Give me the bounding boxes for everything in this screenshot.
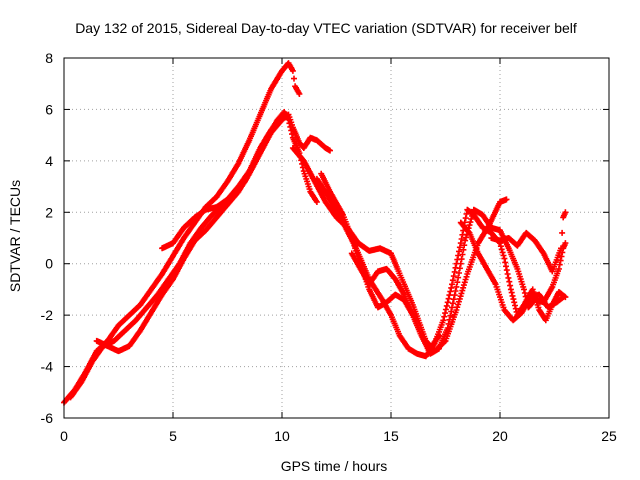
x-tick-label: 0 bbox=[60, 428, 68, 444]
y-tick-label: 4 bbox=[45, 153, 53, 169]
x-tick-label: 10 bbox=[274, 428, 290, 444]
y-tick-label: 6 bbox=[45, 101, 53, 117]
y-tick-label: 8 bbox=[45, 50, 53, 66]
series-arc-7 bbox=[313, 175, 569, 360]
x-tick-label: 25 bbox=[601, 428, 617, 444]
series-arc-4 bbox=[159, 116, 285, 252]
series-arc-8 bbox=[348, 250, 442, 352]
plot-frame bbox=[63, 57, 610, 419]
y-tick-label: 0 bbox=[45, 256, 53, 272]
y-tick-label: -4 bbox=[41, 359, 54, 375]
x-tick-label: 5 bbox=[169, 428, 177, 444]
axis-ticks: 0 5 10 15 20 25 -6 -4 -2 0 2 4 6 8 bbox=[41, 50, 617, 444]
series-arc-9 bbox=[457, 219, 567, 324]
data-series bbox=[61, 60, 569, 406]
grid-lines bbox=[64, 58, 609, 418]
y-tick-label: 2 bbox=[45, 204, 53, 220]
plus-markers bbox=[457, 219, 567, 324]
x-tick-label: 20 bbox=[492, 428, 508, 444]
plus-markers bbox=[348, 250, 442, 352]
plus-markers bbox=[159, 116, 285, 252]
chart-title: Day 132 of 2015, Sidereal Day-to-day VTE… bbox=[75, 20, 577, 36]
series-arc-10 bbox=[488, 209, 569, 275]
plus-markers bbox=[313, 175, 569, 360]
y-tick-label: -6 bbox=[41, 410, 54, 426]
plus-markers bbox=[488, 209, 569, 275]
x-axis-label: GPS time / hours bbox=[281, 458, 388, 474]
x-tick-label: 15 bbox=[383, 428, 399, 444]
y-axis-label: SDTVAR / TECUs bbox=[7, 180, 23, 292]
y-tick-label: -2 bbox=[41, 307, 54, 323]
